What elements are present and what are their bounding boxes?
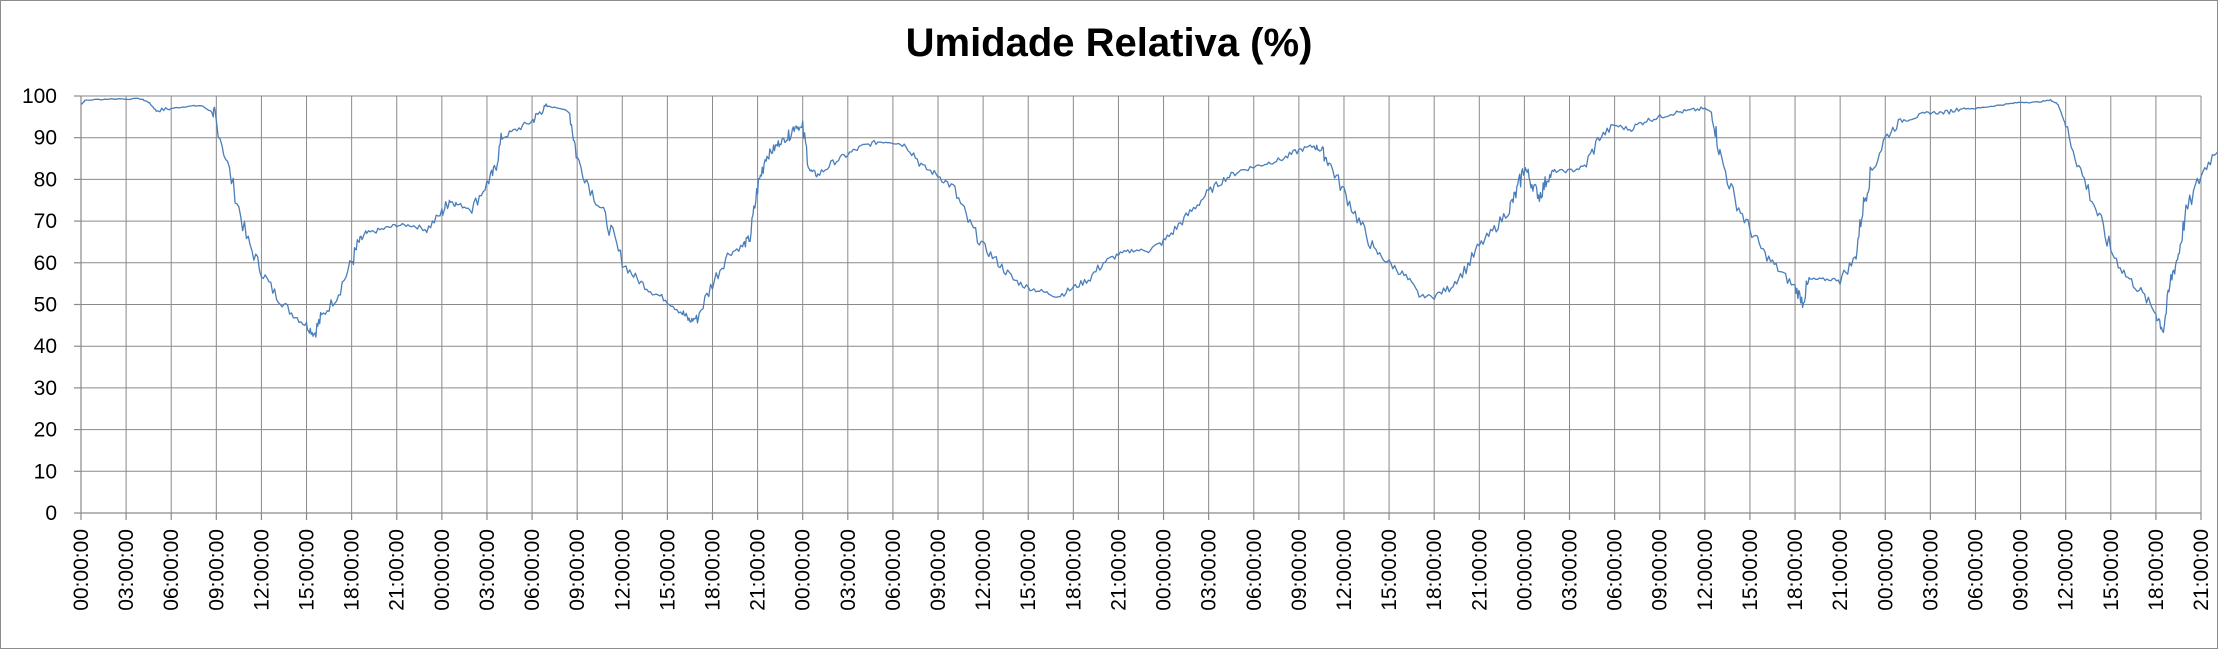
x-tick-label: 21:00:00 [747,529,770,611]
x-tick-label: 18:00:00 [2145,529,2168,611]
x-tick-label: 18:00:00 [701,529,724,611]
x-tick-label: 12:00:00 [2055,529,2078,611]
y-tick-label: 70 [34,210,57,233]
x-tick-label: 18:00:00 [341,529,364,611]
x-tick-label: 03:00:00 [1559,529,1582,611]
y-tick-label: 10 [34,460,57,483]
x-tick-label: 12:00:00 [611,529,634,611]
x-tick-label: 00:00:00 [1874,529,1897,611]
x-tick-label: 15:00:00 [656,529,679,611]
x-tick-label: 03:00:00 [837,529,860,611]
y-tick-label: 50 [34,294,57,317]
x-tick-label: 06:00:00 [1243,529,1266,611]
x-tick-label: 03:00:00 [476,529,499,611]
y-tick-label: 60 [34,252,57,275]
y-tick-label: 30 [34,377,57,400]
chart-title: Umidade Relativa (%) [906,21,1313,65]
x-tick-label: 03:00:00 [115,529,138,611]
x-tick-label: 18:00:00 [1062,529,1085,611]
x-tick-label: 15:00:00 [1017,529,1040,611]
x-tick-label: 15:00:00 [296,529,319,611]
x-tick-label: 21:00:00 [1829,529,1852,611]
x-tick-label: 06:00:00 [882,529,905,611]
y-tick-label: 20 [34,419,57,442]
x-tick-label: 09:00:00 [566,529,589,611]
x-tick-label: 21:00:00 [2190,529,2213,611]
x-tick-label: 12:00:00 [250,529,273,611]
y-tick-label: 100 [22,85,57,108]
x-axis-tick-labels: 00:00:00 03:00:00 06:00:00 09:00:00 12:00:00… [70,529,2213,611]
x-tick-label: 15:00:00 [1739,529,1762,611]
x-tick-label: 21:00:00 [1107,529,1130,611]
x-tick-label: 06:00:00 [160,529,183,611]
x-tick-label: 09:00:00 [1649,529,1672,611]
x-tick-label: 15:00:00 [1378,529,1401,611]
x-tick-label: 06:00:00 [1604,529,1627,611]
y-tick-label: 40 [34,335,57,358]
y-tick-label: 0 [45,502,57,525]
x-tick-label: 00:00:00 [431,529,454,611]
series-layer [80,97,2217,338]
x-tick-label: 09:00:00 [1288,529,1311,611]
x-tick-label: 21:00:00 [1468,529,1491,611]
x-tick-label: 15:00:00 [2100,529,2123,611]
x-tick-label: 00:00:00 [1153,529,1176,611]
x-tick-label: 06:00:00 [521,529,544,611]
y-axis-tick-labels: 0 10 20 30 40 50 60 70 80 90 100 [22,85,57,525]
x-tick-label: 18:00:00 [1423,529,1446,611]
x-tick-label: 12:00:00 [1694,529,1717,611]
x-tick-label: 21:00:00 [386,529,409,611]
x-tick-label: 09:00:00 [205,529,228,611]
x-tick-label: 00:00:00 [1513,529,1536,611]
x-tick-label: 09:00:00 [2010,529,2033,611]
grid-lines [80,95,2202,514]
y-tick-label: 90 [34,127,57,150]
humidity-series-line [80,97,2217,338]
y-tick-label: 80 [34,168,57,191]
x-tick-label: 03:00:00 [1919,529,1942,611]
x-tick-label: 18:00:00 [1784,529,1807,611]
x-tick-label: 00:00:00 [70,529,93,611]
axes [74,95,2202,520]
x-tick-label: 03:00:00 [1198,529,1221,611]
x-tick-label: 06:00:00 [1964,529,1987,611]
x-tick-label: 12:00:00 [1333,529,1356,611]
x-tick-label: 12:00:00 [972,529,995,611]
x-tick-label: 09:00:00 [927,529,950,611]
x-tick-label: 00:00:00 [792,529,815,611]
